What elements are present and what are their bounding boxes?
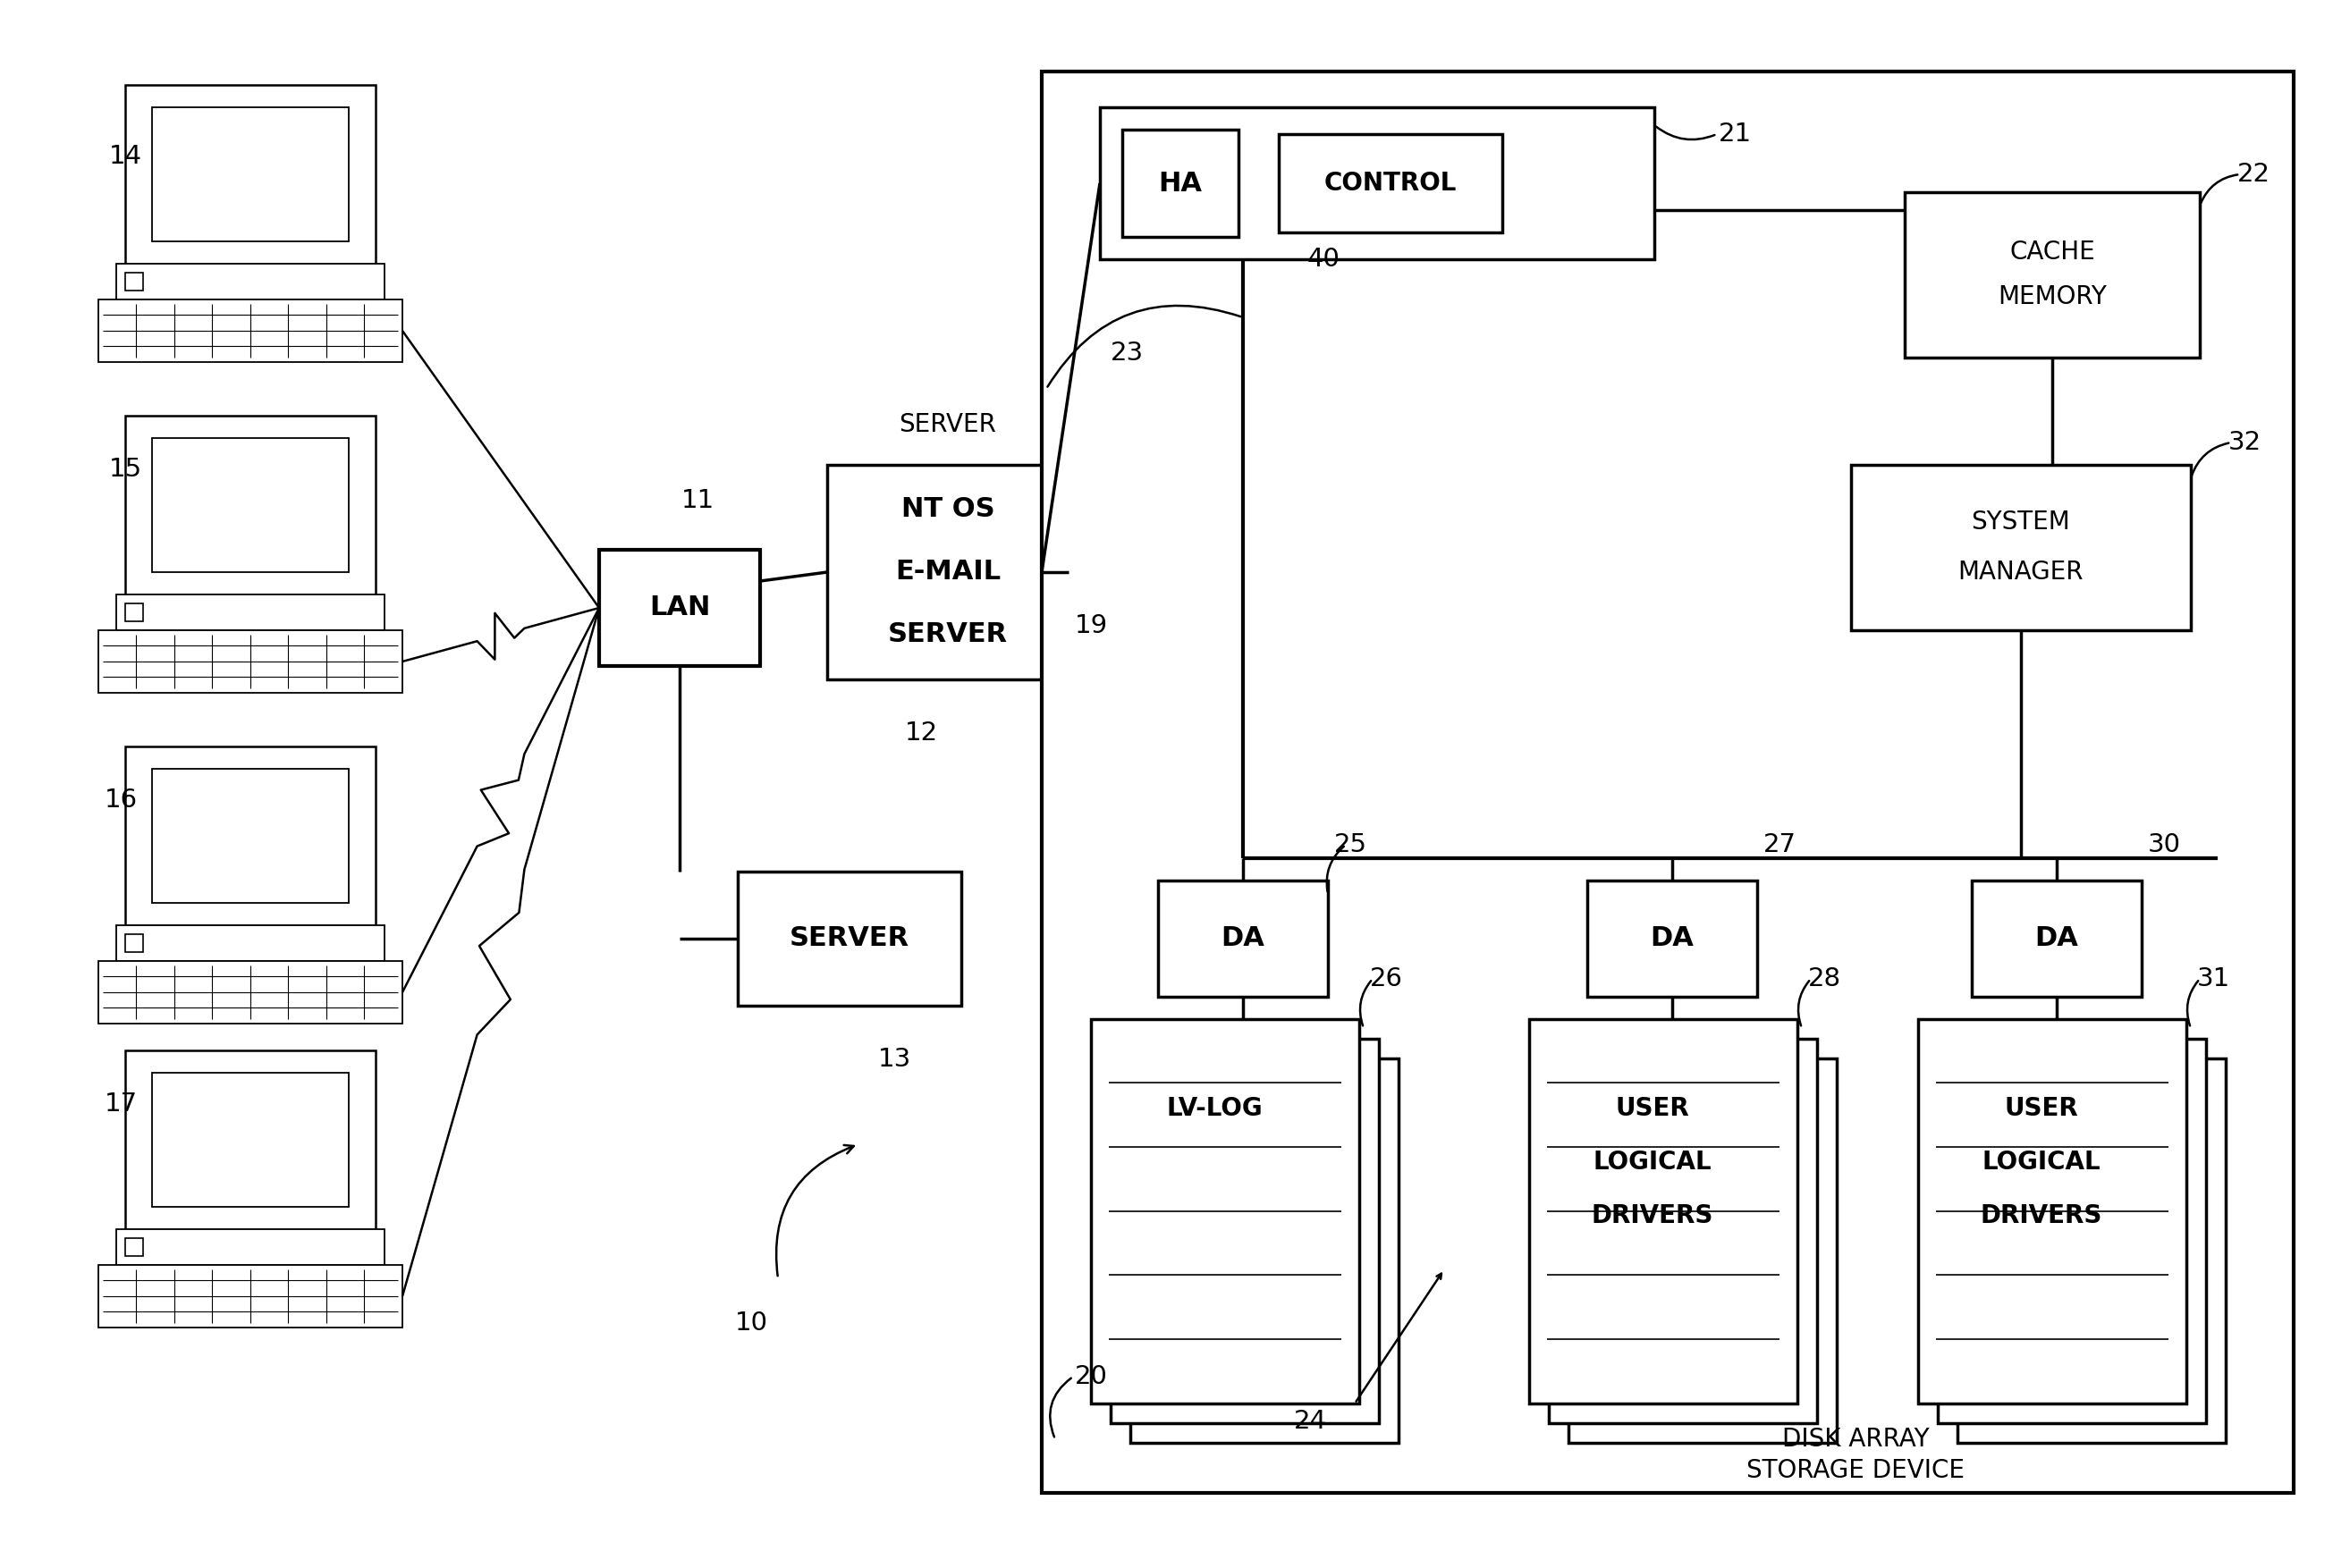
Bar <box>153 1073 348 1207</box>
FancyArrowPatch shape <box>2193 444 2228 477</box>
Bar <box>1159 881 1328 997</box>
Text: 22: 22 <box>2237 162 2270 187</box>
Text: LOGICAL: LOGICAL <box>1593 1149 1711 1174</box>
Text: DRIVERS: DRIVERS <box>1981 1203 2103 1228</box>
Bar <box>1852 464 2190 630</box>
Text: SERVER: SERVER <box>790 925 909 952</box>
Text: 40: 40 <box>1307 246 1339 271</box>
Text: 11: 11 <box>681 488 714 513</box>
Bar <box>1972 881 2141 997</box>
Text: USER: USER <box>1614 1096 1690 1121</box>
Text: MANAGER: MANAGER <box>1958 560 2084 585</box>
Bar <box>599 550 759 666</box>
Bar <box>1123 130 1238 237</box>
Text: 13: 13 <box>877 1047 912 1073</box>
Text: DRIVERS: DRIVERS <box>1591 1203 1713 1228</box>
Bar <box>125 604 143 621</box>
FancyArrowPatch shape <box>1798 980 1810 1025</box>
Bar <box>125 935 143 952</box>
Bar <box>125 1239 143 1256</box>
Bar <box>1530 1019 1798 1403</box>
FancyArrowPatch shape <box>1361 980 1370 1025</box>
Text: CACHE: CACHE <box>2009 240 2096 265</box>
Text: DA: DA <box>1222 925 1264 952</box>
Bar <box>125 416 376 594</box>
Text: DISK ARRAY: DISK ARRAY <box>1781 1427 1929 1452</box>
Text: SYSTEM: SYSTEM <box>1972 510 2070 535</box>
Bar <box>125 85 376 263</box>
Text: STORAGE DEVICE: STORAGE DEVICE <box>1746 1458 1965 1483</box>
Bar <box>1918 1019 2186 1403</box>
Text: HA: HA <box>1159 171 1203 196</box>
Text: LOGICAL: LOGICAL <box>1981 1149 2101 1174</box>
FancyArrowPatch shape <box>1050 1378 1072 1436</box>
FancyArrowPatch shape <box>1328 847 1344 892</box>
Text: 16: 16 <box>103 787 136 812</box>
FancyArrowPatch shape <box>2188 980 2197 1025</box>
Bar <box>1278 135 1502 232</box>
Bar <box>1100 107 1654 259</box>
Text: 14: 14 <box>108 144 141 169</box>
Text: 24: 24 <box>1293 1410 1325 1433</box>
Bar <box>153 437 348 572</box>
Bar <box>99 961 402 1024</box>
Text: MEMORY: MEMORY <box>1997 284 2106 309</box>
Bar <box>99 299 402 362</box>
Text: 19: 19 <box>1074 613 1107 638</box>
Bar <box>99 630 402 693</box>
Bar <box>153 107 348 241</box>
Bar <box>115 925 385 961</box>
Bar <box>1112 1038 1379 1424</box>
Text: 28: 28 <box>1807 966 1840 991</box>
Text: 21: 21 <box>1718 122 1751 147</box>
Text: DA: DA <box>1650 925 1694 952</box>
Text: CONTROL: CONTROL <box>1323 171 1457 196</box>
Bar <box>125 1051 376 1229</box>
Text: 12: 12 <box>905 721 938 745</box>
Text: 30: 30 <box>2148 833 2181 858</box>
FancyArrowPatch shape <box>2200 174 2237 204</box>
Bar <box>1090 1019 1358 1403</box>
Bar <box>99 1265 402 1328</box>
FancyArrowPatch shape <box>1048 306 1241 387</box>
Text: 25: 25 <box>1335 833 1368 858</box>
FancyArrowPatch shape <box>776 1145 853 1276</box>
Text: LAN: LAN <box>649 594 710 621</box>
Bar <box>1567 1058 1838 1443</box>
Text: 20: 20 <box>1074 1364 1107 1389</box>
Bar <box>1586 881 1758 997</box>
Bar <box>1939 1038 2207 1424</box>
Text: 15: 15 <box>108 456 141 481</box>
Text: 17: 17 <box>103 1091 136 1116</box>
Text: 23: 23 <box>1109 340 1144 365</box>
Bar <box>1906 193 2200 358</box>
Bar <box>125 273 143 290</box>
Text: 26: 26 <box>1370 966 1403 991</box>
Text: USER: USER <box>2005 1096 2077 1121</box>
Text: 27: 27 <box>1762 833 1795 858</box>
Bar <box>827 464 1069 679</box>
Bar <box>738 872 961 1005</box>
Bar <box>1549 1038 1817 1424</box>
Bar <box>1130 1058 1398 1443</box>
Bar <box>115 263 385 299</box>
Bar <box>125 746 376 925</box>
FancyArrowPatch shape <box>1657 127 1716 140</box>
Bar <box>1041 72 2294 1493</box>
Text: 10: 10 <box>736 1311 768 1336</box>
Text: 31: 31 <box>2197 966 2230 991</box>
Bar <box>153 768 348 903</box>
Bar <box>115 1229 385 1265</box>
Text: LV-LOG: LV-LOG <box>1166 1096 1262 1121</box>
Text: DA: DA <box>2035 925 2077 952</box>
Text: E-MAIL: E-MAIL <box>895 560 1001 585</box>
Bar <box>1958 1058 2225 1443</box>
Text: NT OS: NT OS <box>900 497 994 522</box>
Bar <box>115 594 385 630</box>
Text: SERVER: SERVER <box>888 622 1008 648</box>
Text: SERVER: SERVER <box>900 412 996 437</box>
Text: 32: 32 <box>2228 430 2261 455</box>
